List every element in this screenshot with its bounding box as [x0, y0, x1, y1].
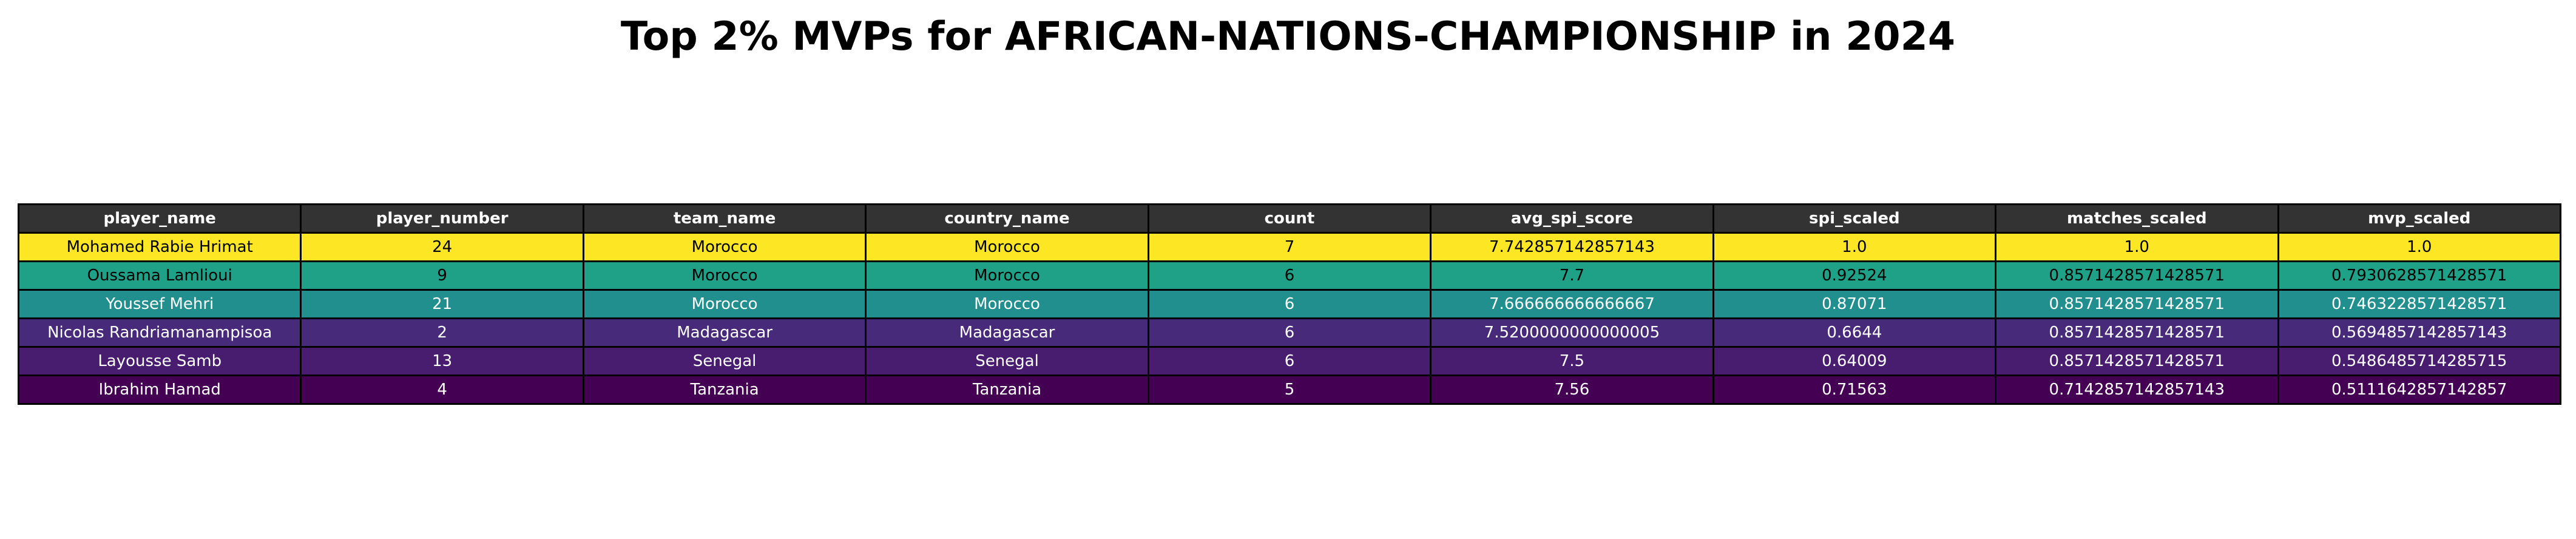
- column-header-team-name: team_name: [582, 203, 867, 234]
- table-row: Mohamed Rabie Hrimat 24 Morocco Morocco …: [17, 232, 2561, 262]
- cell-team-name: Madagascar: [582, 317, 867, 348]
- cell-team-name: Morocco: [582, 289, 867, 319]
- cell-count: 6: [1147, 317, 1432, 348]
- cell-mvp-scaled: 1.0: [2277, 232, 2561, 262]
- cell-avg-spi-score: 7.5: [1430, 346, 1714, 376]
- cell-player-number: 13: [300, 346, 584, 376]
- cell-player-name: Nicolas Randriamanampisoa: [17, 317, 302, 348]
- cell-team-name: Morocco: [582, 232, 867, 262]
- cell-mvp-scaled: 0.5486485714285715: [2277, 346, 2561, 376]
- cell-spi-scaled: 0.87071: [1712, 289, 1997, 319]
- column-header-count: count: [1147, 203, 1432, 234]
- header-row: player_name player_number team_name coun…: [17, 203, 2561, 234]
- column-header-country-name: country_name: [865, 203, 1149, 234]
- cell-avg-spi-score: 7.742857142857143: [1430, 232, 1714, 262]
- cell-spi-scaled: 0.6644: [1712, 317, 1997, 348]
- cell-matches-scaled: 0.8571428571428571: [1995, 260, 2279, 291]
- column-header-mvp-scaled: mvp_scaled: [2277, 203, 2561, 234]
- cell-matches-scaled: 0.7142857142857143: [1995, 375, 2279, 405]
- cell-player-number: 21: [300, 289, 584, 319]
- cell-count: 5: [1147, 375, 1432, 405]
- cell-player-name: Youssef Mehri: [17, 289, 302, 319]
- cell-country-name: Morocco: [865, 260, 1149, 291]
- cell-country-name: Senegal: [865, 346, 1149, 376]
- column-header-avg-spi-score: avg_spi_score: [1430, 203, 1714, 234]
- table-row: Youssef Mehri 21 Morocco Morocco 6 7.666…: [17, 289, 2561, 319]
- cell-player-number: 4: [300, 375, 584, 405]
- cell-avg-spi-score: 7.666666666666667: [1430, 289, 1714, 319]
- cell-spi-scaled: 0.64009: [1712, 346, 1997, 376]
- cell-mvp-scaled: 0.5694857142857143: [2277, 317, 2561, 348]
- cell-player-name: Oussama Lamlioui: [17, 260, 302, 291]
- cell-player-name: Layousse Samb: [17, 346, 302, 376]
- cell-country-name: Morocco: [865, 289, 1149, 319]
- table-row: Nicolas Randriamanampisoa 2 Madagascar M…: [17, 317, 2561, 348]
- table-row: Oussama Lamlioui 9 Morocco Morocco 6 7.7…: [17, 260, 2561, 291]
- cell-team-name: Morocco: [582, 260, 867, 291]
- cell-team-name: Senegal: [582, 346, 867, 376]
- cell-team-name: Tanzania: [582, 375, 867, 405]
- cell-count: 7: [1147, 232, 1432, 262]
- column-header-matches-scaled: matches_scaled: [1995, 203, 2279, 234]
- cell-count: 6: [1147, 289, 1432, 319]
- column-header-spi-scaled: spi_scaled: [1712, 203, 1997, 234]
- cell-player-number: 24: [300, 232, 584, 262]
- column-header-player-number: player_number: [300, 203, 584, 234]
- cell-matches-scaled: 0.8571428571428571: [1995, 289, 2279, 319]
- cell-matches-scaled: 0.8571428571428571: [1995, 317, 2279, 348]
- cell-spi-scaled: 1.0: [1712, 232, 1997, 262]
- cell-player-number: 2: [300, 317, 584, 348]
- cell-spi-scaled: 0.71563: [1712, 375, 1997, 405]
- cell-matches-scaled: 1.0: [1995, 232, 2279, 262]
- cell-country-name: Madagascar: [865, 317, 1149, 348]
- cell-mvp-scaled: 0.5111642857142857: [2277, 375, 2561, 405]
- cell-player-number: 9: [300, 260, 584, 291]
- cell-matches-scaled: 0.8571428571428571: [1995, 346, 2279, 376]
- cell-count: 6: [1147, 346, 1432, 376]
- column-header-player-name: player_name: [17, 203, 302, 234]
- chart-title: Top 2% MVPs for AFRICAN-NATIONS-CHAMPION…: [620, 14, 1956, 59]
- cell-avg-spi-score: 7.7: [1430, 260, 1714, 291]
- table-row: Ibrahim Hamad 4 Tanzania Tanzania 5 7.56…: [17, 375, 2561, 405]
- cell-player-name: Ibrahim Hamad: [17, 375, 302, 405]
- cell-count: 6: [1147, 260, 1432, 291]
- cell-country-name: Morocco: [865, 232, 1149, 262]
- mvp-table: player_name player_number team_name coun…: [17, 203, 2561, 405]
- cell-spi-scaled: 0.92524: [1712, 260, 1997, 291]
- cell-mvp-scaled: 0.7463228571428571: [2277, 289, 2561, 319]
- table-row: Layousse Samb 13 Senegal Senegal 6 7.5 0…: [17, 346, 2561, 376]
- cell-country-name: Tanzania: [865, 375, 1149, 405]
- cell-avg-spi-score: 7.5200000000000005: [1430, 317, 1714, 348]
- cell-player-name: Mohamed Rabie Hrimat: [17, 232, 302, 262]
- cell-mvp-scaled: 0.7930628571428571: [2277, 260, 2561, 291]
- cell-avg-spi-score: 7.56: [1430, 375, 1714, 405]
